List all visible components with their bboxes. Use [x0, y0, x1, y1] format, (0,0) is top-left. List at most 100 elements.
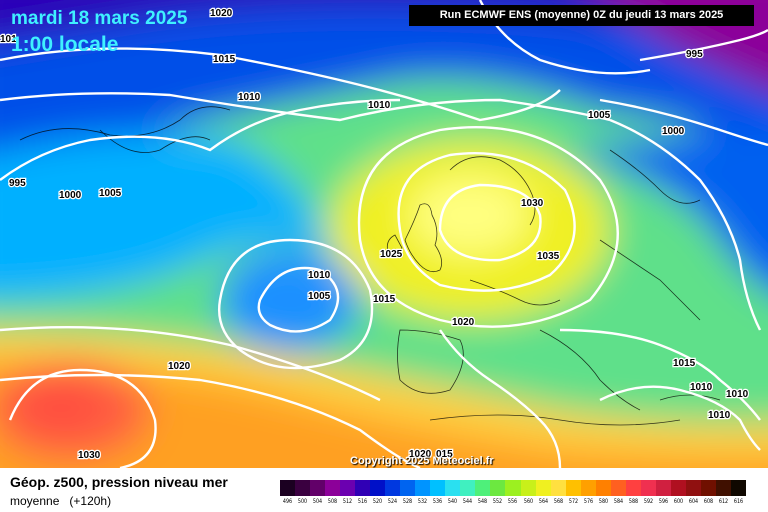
- scale-label: 572: [568, 498, 578, 505]
- scale-label: 496: [282, 498, 293, 505]
- scale-label: 508: [328, 498, 338, 505]
- scale-swatch: [610, 480, 626, 496]
- run-info-banner: Run ECMWF ENS (moyenne) 0Z du jeudi 13 m…: [409, 5, 754, 26]
- scale-label: 568: [553, 498, 563, 505]
- scale-label: 500: [297, 498, 308, 505]
- scale-swatch: [550, 480, 566, 496]
- scale-swatch: [475, 480, 491, 496]
- scale-swatch: [340, 480, 356, 496]
- isobar-label: 1005: [99, 188, 122, 199]
- scale-swatch: [415, 480, 431, 496]
- coastlines: [19, 106, 721, 426]
- isobar-label: 995: [9, 178, 26, 189]
- scale-label: 564: [538, 498, 548, 505]
- scale-label: 592: [643, 498, 653, 505]
- scale-swatch: [700, 480, 716, 496]
- isobar-label: 1010: [690, 382, 713, 393]
- scale-label: 544: [463, 498, 473, 505]
- isobar-label: 1025: [380, 249, 403, 260]
- scale-label: 516: [358, 498, 368, 505]
- scale-swatch: [565, 480, 581, 496]
- scale-swatch: [655, 480, 671, 496]
- scale-swatch: [400, 480, 416, 496]
- legend-footer: Géop. z500, pression niveau mer moyenne …: [0, 468, 768, 512]
- scale-swatch: [385, 480, 401, 496]
- isobar-label: 995: [686, 49, 703, 60]
- scale-label: 604: [688, 498, 698, 505]
- scale-label: 532: [418, 498, 428, 505]
- scale-label: 612: [718, 498, 728, 505]
- geopotential-field: 1020 1015 1010 1010 995 1005 1000 995 1000 1005 10…: [0, 0, 768, 468]
- scale-swatch: [430, 480, 446, 496]
- isobar-label: 1010: [708, 410, 731, 421]
- scale-swatch: [490, 480, 506, 496]
- isobar-label: 1020: [210, 8, 233, 19]
- scale-swatch: [325, 480, 341, 496]
- scale-swatch: [730, 480, 746, 496]
- scale-label: 548: [478, 498, 488, 505]
- scale-label: 512: [343, 498, 353, 505]
- legend-subtitle-mode: moyenne: [10, 494, 60, 508]
- forecast-time: 1:00 locale: [11, 33, 119, 56]
- scale-label: 576: [583, 498, 593, 505]
- isobar-labels: 1020 1015 1010 1010 995 1005 1000 995 1000 1005 10…: [0, 7, 750, 463]
- scale-swatch: [445, 480, 461, 496]
- scale-label: 584: [613, 498, 623, 505]
- isobar-label: 1010: [238, 92, 261, 103]
- isobar-label: 1035: [537, 251, 560, 262]
- scale-swatch: [460, 480, 476, 496]
- isobar-label: 1020: [409, 449, 432, 460]
- scale-label: 608: [703, 498, 713, 505]
- isobar-label: 1005: [588, 110, 611, 121]
- scale-swatch: [535, 480, 551, 496]
- isobar-label: 1020: [168, 361, 191, 372]
- scale-label: 580: [598, 498, 608, 505]
- scale-swatch: [355, 480, 371, 496]
- scale-swatch: [685, 480, 701, 496]
- isobar-label: 1015: [213, 54, 236, 65]
- scale-swatch: [520, 480, 536, 496]
- scale-label: 560: [523, 498, 533, 505]
- scale-label: 588: [628, 498, 638, 505]
- scale-swatch: [670, 480, 686, 496]
- scale-swatch: [715, 480, 731, 496]
- legend-subtitle: moyenne (+120h): [10, 494, 111, 508]
- scale-label: 616: [733, 498, 744, 505]
- color-scale-labels: 496 500 504 508 512 516 520 524 528 532 536 540 544 5…: [280, 498, 746, 505]
- scale-swatch: [310, 480, 326, 496]
- isobar-label: 1030: [78, 450, 101, 461]
- scale-swatch: [595, 480, 611, 496]
- isobar-label: 1010: [308, 270, 331, 281]
- isobar-label: 015: [436, 449, 453, 460]
- scale-swatch: [280, 480, 296, 496]
- isobar-label: 1010: [368, 100, 391, 111]
- copyright-text: Copyright 2025 Meteociel.fr: [350, 455, 494, 467]
- forecast-date: mardi 18 mars 2025: [11, 8, 188, 29]
- scale-label: 600: [673, 498, 683, 505]
- isobar-label: 1000: [59, 190, 82, 201]
- scale-label: 556: [508, 498, 518, 505]
- scale-label: 540: [448, 498, 458, 505]
- scale-swatch: [505, 480, 521, 496]
- color-scale-bar: [280, 480, 746, 496]
- isobar-label: 1005: [308, 291, 331, 302]
- scale-label: 504: [312, 498, 323, 505]
- scale-label: 536: [433, 498, 443, 505]
- isobar-label: 101: [0, 34, 17, 45]
- scale-label: 596: [658, 498, 668, 505]
- scale-swatch: [640, 480, 656, 496]
- isobar-label: 1000: [662, 126, 685, 137]
- legend-lead-time: (+120h): [69, 494, 112, 508]
- isobar-label: 1015: [373, 294, 396, 305]
- scale-swatch: [625, 480, 641, 496]
- scale-label: 520: [373, 498, 383, 505]
- isobar-label: 1010: [726, 389, 749, 400]
- scale-label: 524: [388, 498, 398, 505]
- scale-label: 552: [493, 498, 503, 505]
- isobar-label: 1030: [521, 198, 544, 209]
- scale-swatch: [580, 480, 596, 496]
- legend-title: Géop. z500, pression niveau mer: [10, 474, 228, 490]
- scale-swatch: [295, 480, 311, 496]
- scale-label: 528: [403, 498, 413, 505]
